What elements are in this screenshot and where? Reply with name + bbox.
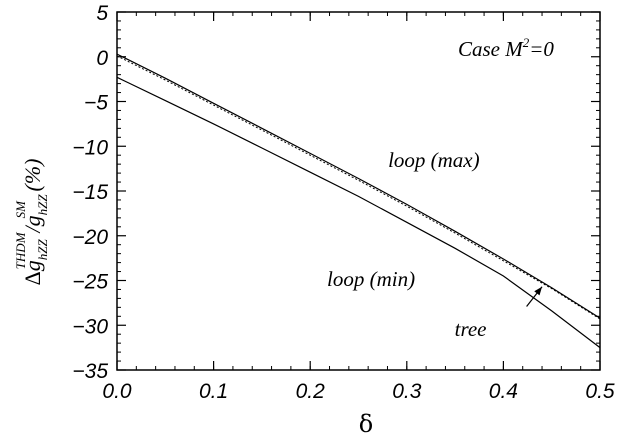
series-lines bbox=[116, 53, 601, 349]
y-tick-label: −10 bbox=[72, 136, 108, 159]
x-tick-label: 0.3 bbox=[392, 380, 422, 403]
axis-ticks: 0.0 0.1 0.2 0.3 0.4 0.5 5 0 −5 −10 −15 −20 −25 −30 −35 bbox=[72, 2, 615, 403]
y-label-sub2: hZZ bbox=[35, 194, 50, 216]
y-label-g1: g bbox=[20, 260, 45, 271]
y-tick-label: −30 bbox=[72, 315, 108, 338]
plot-frame bbox=[116, 11, 601, 371]
case-label-rest: =0 bbox=[529, 37, 554, 61]
y-tick-label: −35 bbox=[72, 360, 108, 383]
case-label-sup: 2 bbox=[523, 35, 530, 50]
y-tick-label: 5 bbox=[96, 2, 108, 25]
x-tick-label: 0.5 bbox=[585, 380, 615, 403]
x-tick-label: 0.4 bbox=[489, 380, 518, 403]
y-tick-label: 0 bbox=[96, 47, 108, 70]
y-label-sub1: hZZ bbox=[35, 239, 50, 261]
annotation-tree: tree bbox=[455, 317, 487, 341]
y-label-unit: (%) bbox=[20, 159, 45, 197]
x-axis-label: δ bbox=[359, 410, 373, 438]
y-label-slash: / bbox=[20, 224, 45, 234]
y-label-g2: g bbox=[20, 215, 45, 226]
case-label-main: Case M bbox=[458, 37, 524, 61]
y-tick-label: −5 bbox=[84, 92, 108, 115]
case-label: Case M2=0 bbox=[458, 35, 554, 61]
y-tick-label: −15 bbox=[72, 181, 108, 204]
y-label-sup1: THDM bbox=[13, 231, 28, 269]
tree-arrow-head bbox=[534, 286, 543, 296]
x-tick-label: 0.0 bbox=[102, 380, 132, 403]
x-tick-label: 0.1 bbox=[199, 380, 228, 403]
series-loop-min bbox=[116, 76, 601, 349]
y-label-sup2: SM bbox=[13, 200, 28, 219]
y-label-delta: Δ bbox=[20, 271, 45, 285]
series-loop-max bbox=[116, 53, 601, 319]
annotation-loop-min: loop (min) bbox=[327, 267, 415, 291]
y-tick-label: −25 bbox=[72, 271, 108, 294]
y-axis-label: ΔghZZTHDM/ghZZSM (%) bbox=[13, 159, 50, 286]
y-axis-label-text: ΔghZZTHDM/ghZZSM (%) bbox=[13, 159, 50, 286]
series-tree bbox=[116, 55, 601, 320]
x-tick-label: 0.2 bbox=[296, 380, 326, 403]
annotation-loop-max: loop (max) bbox=[388, 148, 480, 172]
annotations: loop (max) loop (min) tree bbox=[327, 148, 543, 341]
y-tick-label: −20 bbox=[72, 226, 108, 249]
